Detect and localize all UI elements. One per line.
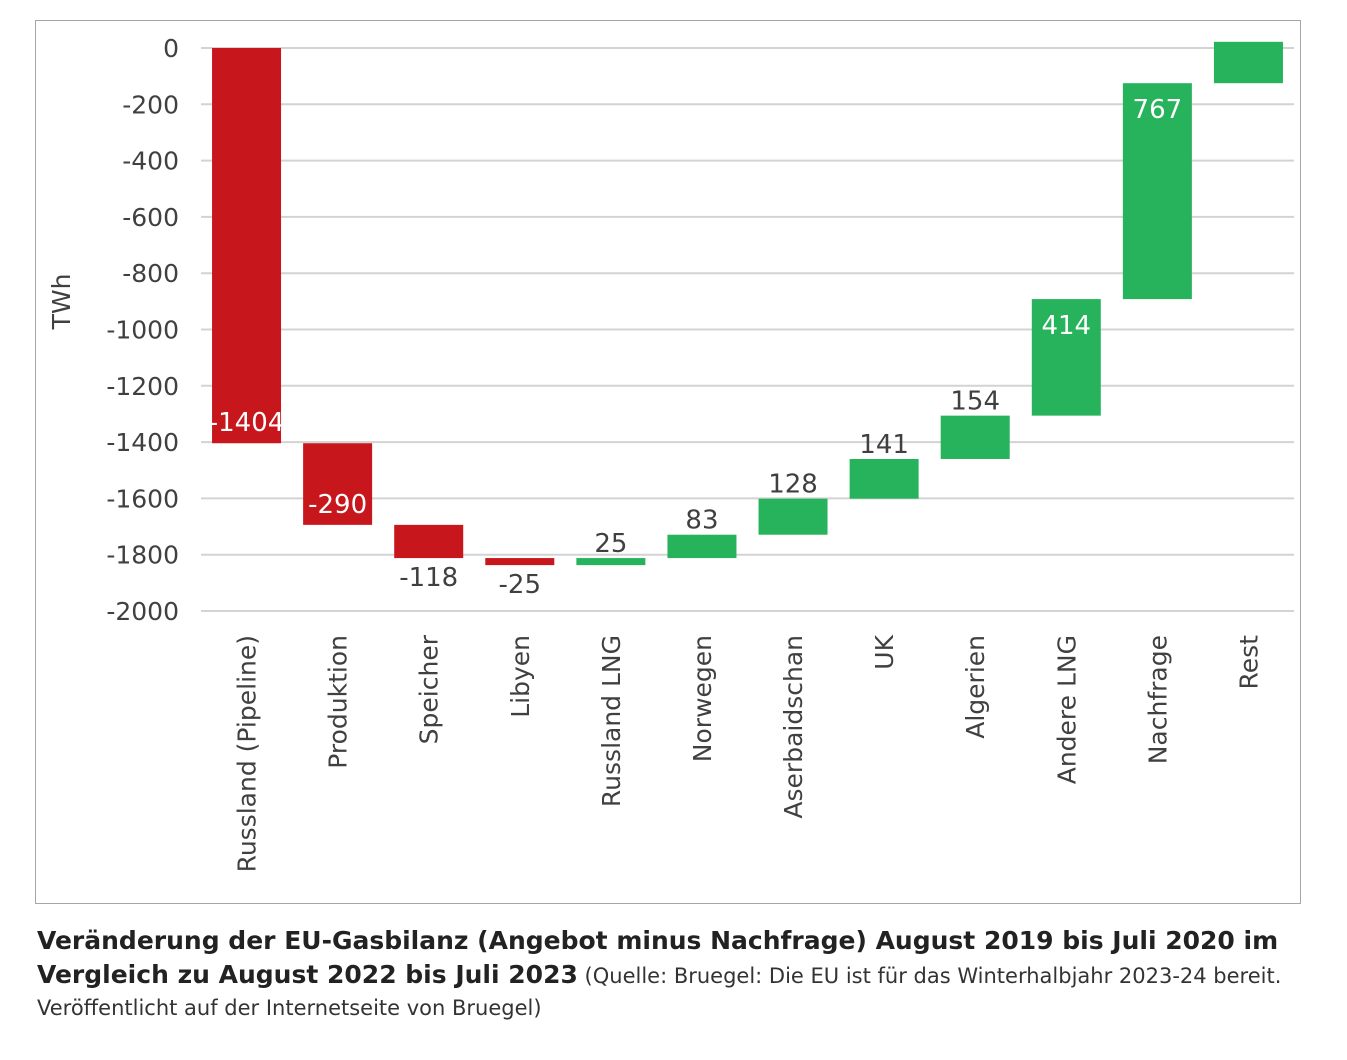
caption-source: (Quelle: Bruegel: Die EU ist für das Win… (577, 964, 1282, 988)
data-label: 141 (859, 430, 909, 460)
data-label: 154 (950, 387, 1000, 417)
data-label: 83 (685, 506, 718, 536)
bar (849, 458, 919, 499)
data-label: -290 (308, 490, 367, 520)
bar (212, 48, 282, 444)
y-tick-label: -1400 (106, 428, 179, 457)
x-tick-label: Speicher (415, 634, 444, 744)
figure-caption: Veränderung der EU-Gasbilanz (Angebot mi… (37, 924, 1327, 1023)
bar (940, 415, 1010, 459)
x-tick-label: Russland (Pipeline) (233, 635, 262, 872)
x-tick-label: Andere LNG (1052, 635, 1081, 784)
y-tick-label: -400 (122, 147, 179, 176)
x-tick-label: UK (870, 634, 899, 669)
bar (1031, 299, 1101, 416)
caption-title-line2: Vergleich zu August 2022 bis Juli 2023 (37, 960, 578, 989)
x-tick-label: Rest (1234, 635, 1263, 690)
y-tick-label: 0 (163, 34, 179, 63)
bar (576, 558, 646, 566)
y-tick-label: -2000 (106, 597, 179, 626)
waterfall-chart: 0 -200 -400 -600 -800 -1000 -1200 -1400 -1600 -18… (47, 34, 1294, 872)
data-label: -25 (499, 570, 541, 600)
data-label: 414 (1041, 311, 1091, 341)
x-tick-label: Aserbaidschan (779, 635, 808, 819)
bar (1122, 83, 1192, 300)
y-tick-label: -1800 (106, 541, 179, 570)
bar (667, 534, 737, 559)
x-tick-label: Nachfrage (1143, 635, 1172, 764)
y-tick-label: -800 (122, 259, 179, 288)
data-label: -118 (399, 563, 458, 593)
bar (394, 524, 464, 559)
y-tick-label: -1600 (106, 484, 179, 513)
y-tick-label: -600 (122, 203, 179, 232)
y-axis-title: TWh (47, 274, 76, 331)
y-tick-label: -200 (122, 90, 179, 119)
x-tick-label: Produktion (324, 635, 353, 769)
y-tick-label: -1200 (106, 372, 179, 401)
x-tick-label: Russland LNG (597, 635, 626, 807)
caption-title-line1: Veränderung der EU-Gasbilanz (Angebot mi… (37, 926, 1279, 955)
x-tick-label: Algerien (961, 635, 990, 739)
data-label: 767 (1133, 95, 1183, 125)
y-tick-label: -1000 (106, 316, 179, 345)
chart-frame: 0 -200 -400 -600 -800 -1000 -1200 -1400 -1600 -18… (35, 20, 1301, 904)
data-label: 25 (594, 529, 627, 559)
bar (303, 443, 373, 525)
bar (485, 558, 555, 566)
data-label: 128 (768, 470, 818, 500)
caption-source-continued: Veröffentlicht auf der Internetseite von… (37, 996, 542, 1020)
x-tick-label: Norwegen (688, 635, 717, 762)
bar (758, 498, 828, 535)
x-tick-label: Libyen (506, 635, 535, 718)
bar (1213, 41, 1283, 84)
data-label: -1404 (209, 408, 285, 438)
